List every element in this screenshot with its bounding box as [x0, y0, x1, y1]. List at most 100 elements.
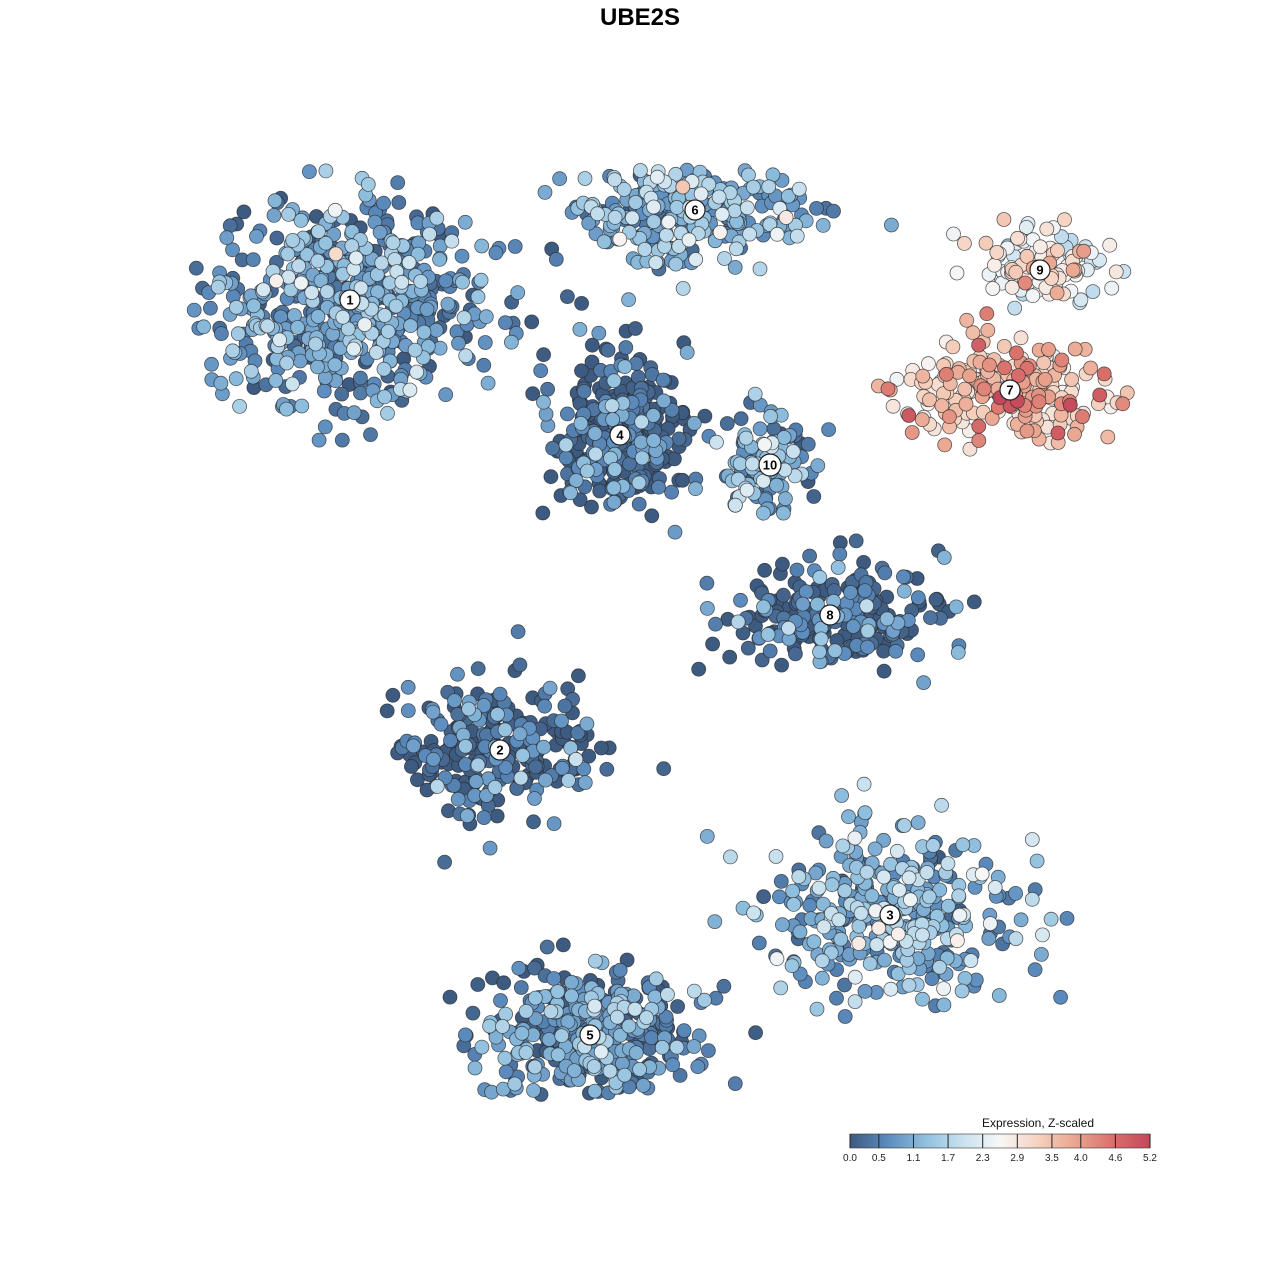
cell-point [458, 348, 474, 364]
cell-point [814, 970, 830, 986]
cell-point [1008, 931, 1024, 946]
cell-point [672, 1068, 688, 1083]
cell-point [1013, 330, 1029, 346]
cell-point [1010, 230, 1025, 246]
cell-point [746, 905, 761, 921]
cell-point [798, 584, 814, 600]
cell-point [1029, 853, 1045, 869]
cell-point [272, 332, 288, 348]
cell-point [403, 759, 419, 774]
cluster-label-2: 2 [489, 739, 511, 761]
cell-point [891, 882, 907, 898]
cell-point [513, 980, 529, 995]
cell-point [419, 301, 435, 317]
cell-point [376, 195, 391, 211]
cell-point [719, 416, 735, 431]
cell-point [542, 680, 558, 696]
cell-point [778, 491, 793, 507]
cell-point [693, 186, 709, 202]
cell-point [196, 319, 212, 335]
cell-point [285, 232, 301, 248]
cell-point [1032, 239, 1048, 255]
cell-point [959, 312, 975, 328]
cell-point [904, 425, 920, 440]
cell-point [723, 849, 738, 865]
cell-point [422, 226, 437, 242]
cell-point [1050, 425, 1066, 441]
cell-point [1043, 911, 1059, 927]
cell-point [541, 1032, 557, 1047]
cell-point [387, 252, 403, 267]
cell-point [514, 1025, 530, 1041]
cell-point [916, 675, 931, 690]
cell-point [467, 1060, 483, 1076]
cell-point [661, 214, 676, 230]
cell-point [644, 508, 660, 524]
cell-point [712, 224, 728, 240]
cell-point [1067, 341, 1083, 357]
cell-point [1049, 285, 1065, 301]
cell-point [507, 239, 523, 254]
cell-point [1104, 280, 1120, 296]
cell-point [876, 663, 892, 679]
cell-point [769, 951, 785, 967]
cell-point [740, 640, 756, 656]
cell-point [915, 368, 931, 384]
cell-point [576, 383, 592, 399]
cell-point [455, 274, 470, 290]
cell-point [468, 774, 484, 789]
cell-point [310, 309, 326, 324]
cell-point [877, 565, 893, 581]
cell-point [934, 797, 949, 813]
cell-point [1035, 927, 1050, 943]
cell-point [810, 458, 826, 474]
cell-point [971, 337, 986, 353]
cell-point [896, 569, 911, 585]
cell-point [985, 281, 1001, 296]
cell-point [789, 562, 805, 578]
cell-point [738, 430, 754, 446]
cell-point [746, 179, 761, 195]
cell-point [1067, 426, 1082, 442]
cell-point [709, 434, 724, 450]
cell-point [599, 761, 615, 777]
cell-point [374, 255, 390, 271]
cell-point [493, 993, 508, 1008]
cell-point [478, 309, 494, 325]
cell-point [727, 1076, 743, 1091]
cell-point [847, 969, 863, 985]
cell-point [511, 960, 527, 976]
cell-point [699, 575, 715, 591]
cell-point [335, 309, 351, 325]
cell-point [266, 207, 282, 223]
cell-point [346, 405, 362, 421]
cell-point [267, 193, 283, 209]
cluster-label-text: 6 [691, 203, 698, 218]
cell-point [901, 977, 917, 993]
cell-point [856, 776, 872, 792]
cell-point [527, 960, 542, 976]
cell-point [837, 883, 853, 899]
cell-point [318, 163, 334, 179]
cell-point [573, 415, 589, 431]
cell-point [518, 1045, 534, 1060]
cluster-label-8: 8 [819, 604, 841, 626]
cell-point [255, 282, 271, 298]
cell-point [665, 1057, 681, 1073]
cell-point [571, 668, 586, 684]
cell-point [831, 912, 847, 928]
cell-point [618, 340, 634, 355]
cell-point [806, 489, 822, 504]
cell-point [1075, 409, 1090, 425]
cell-point [429, 210, 445, 226]
cell-point [835, 838, 851, 854]
cell-point [1008, 264, 1024, 280]
cell-point [700, 601, 715, 616]
cell-point [586, 1059, 602, 1074]
cell-point [955, 837, 971, 853]
cell-point [543, 469, 559, 485]
cell-point [635, 1078, 651, 1093]
cell-point [1007, 300, 1023, 316]
cell-point [656, 393, 672, 409]
cell-point [566, 1063, 582, 1078]
